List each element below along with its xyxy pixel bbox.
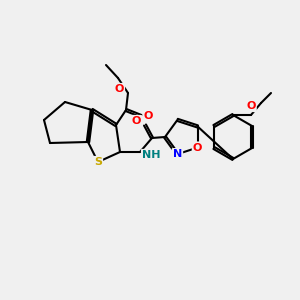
Text: O: O	[246, 101, 256, 111]
Text: NH: NH	[142, 150, 161, 160]
Text: S: S	[94, 157, 102, 167]
Text: N: N	[173, 149, 182, 159]
Text: O: O	[132, 116, 141, 126]
Text: O: O	[144, 111, 153, 121]
Text: O: O	[193, 142, 202, 153]
Text: O: O	[115, 84, 124, 94]
